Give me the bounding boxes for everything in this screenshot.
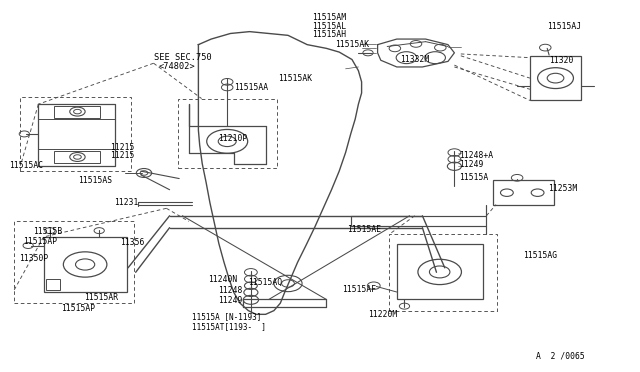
Text: 11220M: 11220M <box>368 310 397 319</box>
Text: 11515AQ: 11515AQ <box>248 278 282 286</box>
Text: 11215: 11215 <box>110 151 134 160</box>
Text: 11215: 11215 <box>110 143 134 152</box>
Text: 11515AJ: 11515AJ <box>547 22 581 31</box>
Text: 11515B: 11515B <box>33 227 63 236</box>
Text: 11515AH: 11515AH <box>312 30 346 39</box>
Bar <box>46 279 60 290</box>
Text: SEE SEC.750: SEE SEC.750 <box>154 53 211 62</box>
Bar <box>493 180 554 205</box>
Text: 11515AR: 11515AR <box>84 293 118 302</box>
Text: 11231: 11231 <box>114 198 138 207</box>
Text: 11515AP: 11515AP <box>23 237 57 246</box>
Text: 11248+A: 11248+A <box>460 151 493 160</box>
Text: 11210P: 11210P <box>218 134 247 143</box>
Bar <box>389 234 497 311</box>
Text: 11515A [N-1193]: 11515A [N-1193] <box>192 312 261 321</box>
Bar <box>44 237 127 292</box>
Text: 11248: 11248 <box>218 286 242 295</box>
Text: 11515AM: 11515AM <box>312 13 346 22</box>
Text: 11320: 11320 <box>549 56 573 65</box>
Text: 11249: 11249 <box>218 296 242 305</box>
Text: <74802>: <74802> <box>159 62 195 71</box>
Bar <box>14 221 134 303</box>
Bar <box>397 244 483 299</box>
Text: 11515A: 11515A <box>460 173 489 182</box>
Text: 11515AG: 11515AG <box>524 251 557 260</box>
Text: 11350P: 11350P <box>19 254 49 263</box>
Text: 11515AS: 11515AS <box>78 176 112 185</box>
Text: 11515AA: 11515AA <box>234 83 268 92</box>
Bar <box>20 97 131 171</box>
Text: 11332M: 11332M <box>400 55 429 64</box>
Text: 11240N: 11240N <box>208 275 237 284</box>
Text: 11249: 11249 <box>460 160 484 169</box>
Text: 11356: 11356 <box>120 238 145 247</box>
Bar <box>178 99 277 168</box>
Text: A  2 /0065: A 2 /0065 <box>536 352 585 361</box>
Text: 11515AP: 11515AP <box>61 304 95 312</box>
Text: 11515AK: 11515AK <box>335 40 369 49</box>
Bar <box>530 56 581 100</box>
Text: 11515AK: 11515AK <box>278 74 312 83</box>
Text: 11515AF: 11515AF <box>342 285 376 294</box>
Bar <box>54 106 100 118</box>
Text: 11515AC: 11515AC <box>9 161 43 170</box>
Bar <box>54 151 100 163</box>
Text: 11515AE: 11515AE <box>347 225 381 234</box>
Text: 11515AT[1193-  ]: 11515AT[1193- ] <box>192 322 266 331</box>
Text: 11515AL: 11515AL <box>312 22 346 31</box>
Text: 11253M: 11253M <box>548 185 577 193</box>
